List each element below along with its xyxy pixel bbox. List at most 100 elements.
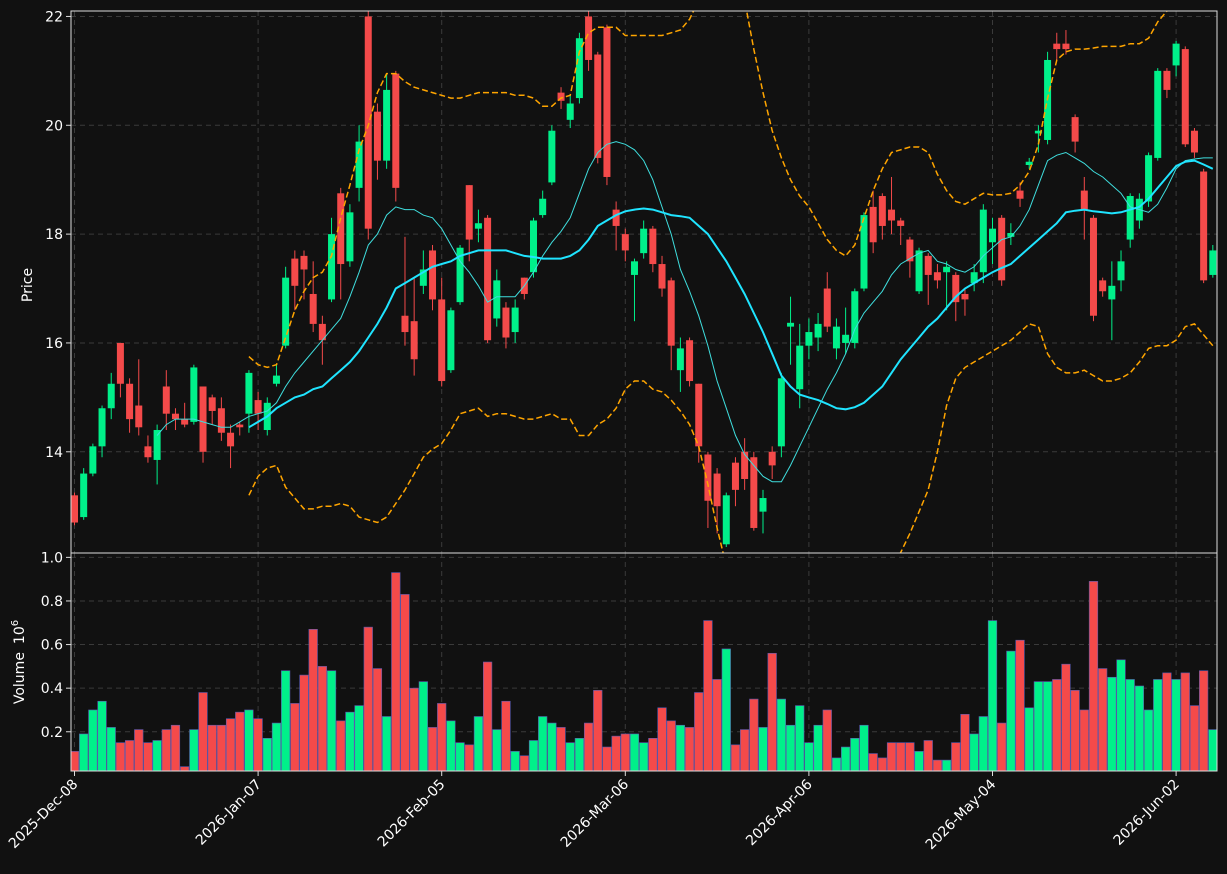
candle-body	[1126, 196, 1134, 240]
candle-body	[217, 408, 225, 433]
volume-bar	[1180, 672, 1190, 771]
candle-body	[1145, 155, 1153, 202]
volume-bar	[235, 711, 245, 771]
candle-body	[318, 323, 326, 341]
volume-bar	[547, 722, 557, 771]
candle-body	[943, 266, 951, 273]
candle-body	[208, 397, 216, 411]
candle-body	[869, 206, 877, 243]
overlay-line	[156, 141, 1213, 483]
candle-body	[346, 212, 354, 262]
candle-body	[585, 16, 593, 60]
volume-bar	[1015, 639, 1025, 771]
volume-bar	[712, 679, 722, 771]
candles	[71, 11, 1217, 548]
volume-bar	[382, 716, 392, 771]
candle-body	[667, 280, 675, 346]
volume-bar	[1052, 679, 1062, 771]
volume-bar	[79, 733, 89, 771]
candle-body	[787, 322, 795, 327]
candle-body	[741, 451, 749, 479]
candle-body	[612, 209, 620, 226]
candle-body	[530, 220, 537, 273]
candle-body	[851, 291, 859, 343]
candle-body	[1172, 43, 1180, 66]
candle-body	[98, 408, 106, 447]
volume-bar	[795, 705, 805, 771]
volume-bar	[675, 724, 685, 771]
candle-body	[1034, 130, 1042, 134]
volume-bar	[308, 628, 318, 771]
candle-body	[236, 424, 244, 428]
volume-bar	[1024, 707, 1034, 771]
volume-bar	[363, 626, 373, 771]
volume-ylabel-text: Volume	[12, 652, 28, 704]
volume-bar	[629, 733, 640, 771]
volume-bar	[446, 720, 456, 771]
volume-bar	[1061, 663, 1071, 771]
candle-body	[979, 209, 987, 273]
volume-bar	[161, 729, 171, 771]
candle-body	[548, 130, 556, 183]
volume-bar	[345, 711, 355, 771]
volume-bar	[1162, 672, 1172, 771]
volume-bar	[611, 735, 621, 771]
candle-body	[1089, 217, 1097, 316]
volume-ylabel: Volume 106	[10, 620, 28, 704]
volume-bar	[427, 727, 438, 771]
candle-body	[557, 92, 565, 101]
volume-bar	[409, 687, 419, 771]
volume-bar	[482, 661, 493, 771]
candle-body	[493, 280, 501, 319]
volume-bar	[886, 742, 897, 771]
candle-body	[291, 258, 299, 286]
candle-body	[465, 185, 473, 240]
candle-body	[373, 111, 381, 161]
candle-body	[1108, 285, 1116, 300]
candle-body	[355, 141, 363, 188]
volume-bar	[740, 729, 750, 771]
candle-body	[713, 473, 721, 507]
y-tick-label: 16	[45, 336, 63, 352]
candle-body	[282, 277, 290, 346]
candle-body	[162, 386, 170, 414]
volume-bar	[721, 648, 731, 771]
volume-bar	[905, 742, 915, 771]
candle-body	[135, 405, 143, 428]
volume-bar	[859, 724, 869, 771]
candle-body	[1007, 233, 1015, 237]
candle-body	[272, 375, 280, 384]
candle-body	[1071, 117, 1079, 142]
candle-body	[603, 27, 611, 177]
candle-body	[410, 321, 418, 360]
volume-bar	[134, 729, 144, 771]
candle-body	[1053, 43, 1061, 50]
candle-body	[832, 326, 840, 349]
candle-body	[1154, 70, 1162, 158]
candle-body	[153, 430, 161, 460]
candle-body	[970, 272, 978, 284]
volume-bar	[639, 742, 649, 771]
volume-bar	[437, 703, 447, 771]
candle-body	[171, 413, 179, 420]
volume-bar	[593, 690, 603, 771]
candle-body	[190, 367, 198, 422]
candle-body	[309, 293, 317, 324]
volume-bar	[785, 724, 796, 771]
volume-bar	[666, 720, 676, 771]
candle-body	[383, 89, 391, 161]
volume-bar	[1189, 705, 1200, 771]
volume-bar	[115, 742, 125, 771]
candle-body	[722, 495, 730, 545]
volume-bar	[492, 729, 502, 771]
volume-bar	[1153, 679, 1163, 771]
volume-bar	[253, 718, 263, 771]
volume-multiplier-exponent: 6	[10, 620, 21, 626]
candle-body	[328, 234, 336, 300]
candle-body	[447, 310, 455, 371]
candle-body	[364, 16, 372, 229]
volume-bar	[703, 620, 713, 771]
volume-bar	[501, 700, 511, 771]
candle-body	[254, 400, 262, 414]
